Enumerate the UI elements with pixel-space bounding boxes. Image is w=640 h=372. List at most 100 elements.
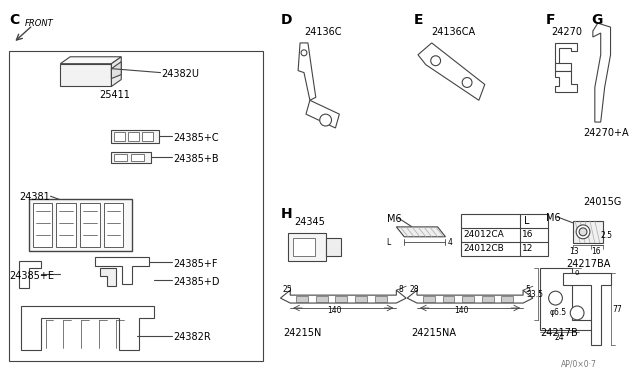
Circle shape xyxy=(431,56,440,66)
Text: FRONT: FRONT xyxy=(25,19,54,28)
Polygon shape xyxy=(111,57,121,86)
Polygon shape xyxy=(306,100,339,128)
Text: 24385+D: 24385+D xyxy=(173,278,220,287)
Bar xyxy=(293,238,315,256)
Bar xyxy=(442,296,454,302)
Bar xyxy=(80,203,100,247)
Text: 8: 8 xyxy=(398,285,403,294)
Circle shape xyxy=(462,77,472,87)
Bar xyxy=(288,233,326,260)
Text: 13: 13 xyxy=(569,247,579,256)
Text: φ6.5: φ6.5 xyxy=(550,308,567,317)
Text: 5: 5 xyxy=(525,285,530,294)
Text: 140: 140 xyxy=(327,306,342,315)
Text: 16: 16 xyxy=(591,247,600,256)
Bar xyxy=(111,152,151,163)
Text: 24385+E: 24385+E xyxy=(9,272,54,281)
Text: 24: 24 xyxy=(555,333,564,342)
Polygon shape xyxy=(100,269,116,286)
Text: 25411: 25411 xyxy=(100,90,131,100)
Bar xyxy=(423,296,435,302)
Text: 24385+C: 24385+C xyxy=(173,133,219,143)
Polygon shape xyxy=(563,273,611,344)
Polygon shape xyxy=(21,306,154,350)
Bar xyxy=(375,296,387,302)
Text: AP/0×0·7: AP/0×0·7 xyxy=(561,359,597,368)
Bar xyxy=(29,199,132,251)
Text: D: D xyxy=(280,13,292,27)
Circle shape xyxy=(301,50,307,56)
Text: 77: 77 xyxy=(612,305,622,314)
Text: 24345: 24345 xyxy=(294,217,325,227)
Polygon shape xyxy=(554,63,572,71)
Circle shape xyxy=(579,228,587,236)
Text: 24215N: 24215N xyxy=(284,328,322,338)
Circle shape xyxy=(320,114,332,126)
Bar xyxy=(115,154,127,161)
Bar xyxy=(462,296,474,302)
Bar xyxy=(573,221,603,243)
Text: 24382U: 24382U xyxy=(161,69,200,78)
Text: 24385+F: 24385+F xyxy=(173,259,218,269)
Bar xyxy=(355,296,367,302)
Polygon shape xyxy=(407,290,533,303)
Text: M6: M6 xyxy=(546,213,560,223)
Circle shape xyxy=(576,225,590,239)
Bar xyxy=(502,296,513,302)
Bar xyxy=(482,296,493,302)
Text: 24012CA: 24012CA xyxy=(463,230,504,239)
Circle shape xyxy=(570,306,584,320)
Bar xyxy=(104,203,124,247)
Text: 24136CA: 24136CA xyxy=(432,27,476,37)
Text: L: L xyxy=(524,216,529,226)
Text: C: C xyxy=(9,13,19,27)
Polygon shape xyxy=(280,290,406,303)
Bar xyxy=(56,203,76,247)
Bar xyxy=(111,130,159,143)
Bar xyxy=(326,238,341,256)
Bar xyxy=(33,203,52,247)
Text: 140: 140 xyxy=(454,306,468,315)
Text: 24385+B: 24385+B xyxy=(173,154,219,164)
Polygon shape xyxy=(540,269,599,330)
Text: 24270+A: 24270+A xyxy=(583,128,628,138)
Polygon shape xyxy=(111,62,121,78)
Polygon shape xyxy=(95,257,148,284)
Bar xyxy=(316,296,328,302)
Bar xyxy=(296,296,308,302)
Text: 4: 4 xyxy=(447,238,452,247)
Bar xyxy=(142,132,153,141)
Text: 24381: 24381 xyxy=(19,192,50,202)
Bar xyxy=(9,51,263,362)
Polygon shape xyxy=(554,43,577,63)
Polygon shape xyxy=(298,43,316,100)
Polygon shape xyxy=(396,227,445,237)
Text: H: H xyxy=(280,207,292,221)
Bar xyxy=(128,132,139,141)
Text: 24136C: 24136C xyxy=(304,27,342,37)
Text: G: G xyxy=(591,13,602,27)
Polygon shape xyxy=(60,57,121,64)
Text: 24215NA: 24215NA xyxy=(411,328,456,338)
Text: E: E xyxy=(414,13,424,27)
Bar xyxy=(131,154,144,161)
Text: 24217BA: 24217BA xyxy=(566,259,611,269)
Text: 12: 12 xyxy=(522,244,534,253)
Text: 2.5: 2.5 xyxy=(601,231,612,240)
Text: L: L xyxy=(387,238,391,247)
Text: 24217B: 24217B xyxy=(540,328,577,338)
Text: 24270: 24270 xyxy=(552,27,582,37)
Polygon shape xyxy=(554,71,577,92)
Bar xyxy=(461,214,548,256)
Bar xyxy=(335,296,348,302)
Polygon shape xyxy=(593,23,611,122)
Text: 33.5: 33.5 xyxy=(526,290,543,299)
Text: 24382R: 24382R xyxy=(173,332,211,342)
Polygon shape xyxy=(60,64,111,86)
Polygon shape xyxy=(19,260,41,288)
Text: F: F xyxy=(546,13,555,27)
Text: M6: M6 xyxy=(387,214,401,224)
Text: 25: 25 xyxy=(282,285,292,294)
Bar xyxy=(115,132,125,141)
Polygon shape xyxy=(418,43,484,100)
